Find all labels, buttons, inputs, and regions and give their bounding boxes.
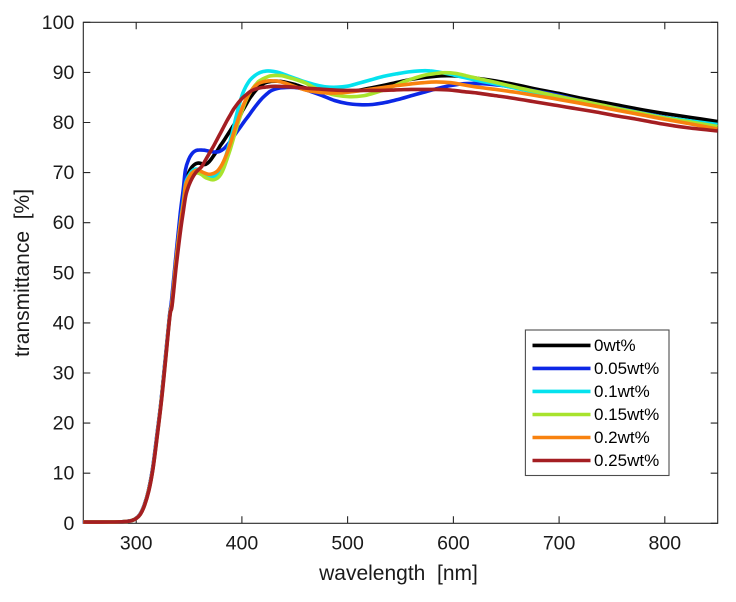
svg-text:70: 70: [53, 162, 75, 184]
svg-text:500: 500: [331, 533, 364, 555]
svg-text:wavelength [nm]: wavelength [nm]: [318, 562, 478, 585]
svg-text:400: 400: [226, 533, 259, 555]
svg-text:0.15wt%: 0.15wt%: [594, 405, 659, 424]
svg-text:300: 300: [120, 533, 153, 555]
svg-text:40: 40: [53, 312, 75, 334]
svg-text:800: 800: [649, 533, 682, 555]
svg-text:30: 30: [53, 363, 75, 385]
svg-text:0.2wt%: 0.2wt%: [594, 428, 650, 447]
svg-text:transmittance [%]: transmittance [%]: [11, 189, 34, 357]
svg-text:10: 10: [53, 463, 75, 485]
svg-text:0.1wt%: 0.1wt%: [594, 382, 650, 401]
svg-text:20: 20: [53, 413, 75, 435]
svg-text:600: 600: [437, 533, 470, 555]
svg-text:0: 0: [63, 513, 74, 535]
svg-text:0wt%: 0wt%: [594, 336, 636, 355]
svg-text:80: 80: [53, 112, 75, 134]
svg-text:0.05wt%: 0.05wt%: [594, 359, 659, 378]
svg-text:0.25wt%: 0.25wt%: [594, 451, 659, 470]
svg-text:50: 50: [53, 262, 75, 284]
svg-text:90: 90: [53, 62, 75, 84]
svg-text:100: 100: [42, 12, 75, 34]
svg-text:60: 60: [53, 212, 75, 234]
svg-text:700: 700: [543, 533, 576, 555]
